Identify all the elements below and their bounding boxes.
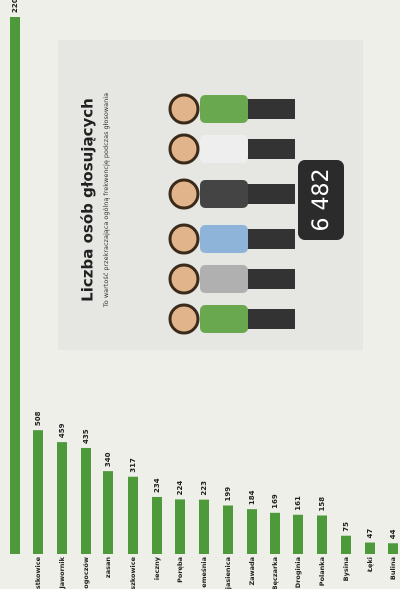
category-label: ogoczów: [82, 557, 90, 589]
figure-head: [170, 180, 198, 208]
category-label: Droginia: [294, 557, 302, 588]
value-label: 340: [104, 452, 112, 467]
category-label: ystkowice: [34, 556, 42, 589]
value-label: 161: [294, 496, 302, 511]
bar: [199, 500, 209, 554]
value-label: 223: [200, 481, 208, 496]
bar: [293, 515, 303, 554]
bar: [152, 497, 162, 554]
bar: [81, 448, 91, 554]
bar: [103, 471, 113, 554]
figure-legs: [245, 99, 295, 119]
value-label: 199: [224, 487, 232, 502]
category-label: emeśnia: [200, 557, 208, 588]
value-label: 224: [176, 481, 184, 496]
bar: [10, 17, 20, 554]
bar: [388, 543, 398, 554]
bar: [365, 543, 375, 554]
category-label: szkowice: [129, 556, 137, 589]
category-label: Bęczarka: [271, 557, 279, 589]
figure-body: [200, 305, 248, 333]
category-label: ieczny: [153, 556, 161, 580]
category-label: Łęki: [366, 557, 374, 573]
category-label: Poręba: [176, 557, 184, 583]
page: Liczba osób głosujących To wartość przek…: [0, 0, 400, 589]
figure-legs: [245, 139, 295, 159]
bar: [223, 505, 233, 554]
category-label: jasienica: [224, 557, 232, 589]
bar: [270, 513, 280, 554]
value-label: 47: [366, 529, 374, 539]
figure-head: [170, 95, 198, 123]
value-label: 508: [34, 411, 42, 426]
value-label: 2203: [11, 0, 19, 13]
figure-legs: [245, 309, 295, 329]
figure-head: [170, 305, 198, 333]
value-label: 169: [271, 494, 279, 509]
figure-legs: [245, 229, 295, 249]
figure-legs: [245, 269, 295, 289]
figure-body: [200, 265, 248, 293]
figure-body: [200, 95, 248, 123]
category-label: Polanka: [318, 557, 326, 586]
category-label: zasan: [104, 557, 112, 578]
chart: Liczba osób głosujących To wartość przek…: [0, 0, 400, 589]
bar: [128, 477, 138, 554]
category-label: Zawada: [248, 557, 256, 586]
figure-head: [170, 135, 198, 163]
value-label: 158: [318, 497, 326, 512]
bar: [341, 536, 351, 554]
category-label: Bulina: [389, 557, 397, 580]
figure-body: [200, 225, 248, 253]
figure-head: [170, 265, 198, 293]
panel-title: Liczba osób głosujących: [79, 98, 97, 302]
figure-legs: [245, 184, 295, 204]
value-label: 234: [153, 478, 161, 493]
panel-subtitle: To wartość przekraczająca ogólną frekwen…: [102, 93, 110, 308]
bar: [57, 442, 67, 554]
category-label: Jawornik: [58, 556, 66, 589]
figure-head: [170, 225, 198, 253]
bar: [33, 430, 43, 554]
value-label: 75: [342, 522, 350, 532]
value-label: 184: [248, 490, 256, 505]
value-label: 435: [82, 429, 90, 444]
value-label: 44: [389, 529, 397, 539]
value-label: 459: [58, 423, 66, 438]
category-label: Bysina: [342, 557, 350, 581]
figure-body: [200, 135, 248, 163]
value-label: 317: [129, 458, 137, 473]
bar: [317, 515, 327, 554]
bar: [175, 499, 185, 554]
figure-body: [200, 180, 248, 208]
total-value: 6 482: [309, 169, 334, 232]
bar: [247, 509, 257, 554]
